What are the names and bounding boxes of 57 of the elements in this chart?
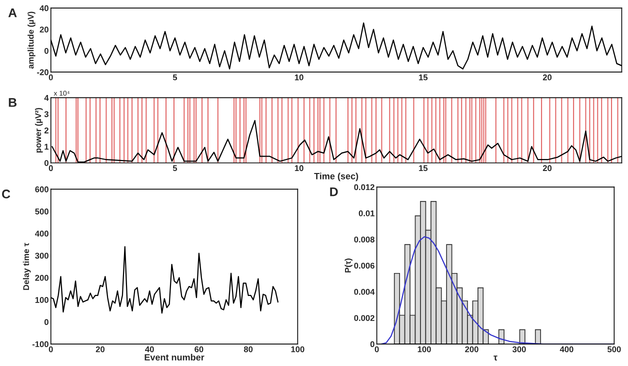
chart-title: B	[8, 98, 17, 107]
y-tick-label: 40	[40, 5, 48, 12]
y-tick-label: 0.006	[354, 262, 374, 269]
x-tick-label: 20	[542, 74, 552, 80]
y-tick-label: 0	[44, 48, 48, 54]
y-tick-label: 1	[44, 144, 49, 150]
x-tick-label: 0	[374, 346, 379, 352]
y-axis-title: P(τ)	[344, 258, 352, 272]
y-tick-label: 0.012	[354, 184, 374, 190]
y-tick-label: 0	[44, 160, 48, 166]
x-tick-label: 400	[560, 346, 574, 352]
x-tick-label: 10	[294, 74, 304, 80]
y-tick-label: 0.008	[354, 236, 374, 242]
x-tick-label: 0	[48, 165, 53, 172]
x-tick-label: 10	[294, 165, 304, 172]
x-tick-label: 100	[418, 346, 431, 352]
y-tick-label: 0	[44, 319, 48, 326]
y-tick-label: 400	[35, 230, 48, 237]
y-axis-title: Delay time τ	[22, 242, 31, 290]
y-tick-label: 0.002	[354, 315, 374, 321]
x-tick-label: 0	[48, 74, 53, 80]
x-tick-label: 20	[96, 346, 105, 352]
y-axis-title: amplitude (µV)	[28, 12, 36, 69]
y-tick-label: 200	[35, 274, 48, 281]
y-tick-label: 4	[44, 95, 49, 101]
y-tick-label: 0.004	[354, 288, 375, 295]
x-tick-label: 500	[607, 346, 621, 352]
y-tick-label: 100	[35, 297, 48, 303]
y-tick-label: 0.01	[358, 210, 374, 216]
x-tick-label: 5	[172, 74, 178, 80]
x-tick-label: 0	[48, 346, 53, 352]
y-tick-label: 300	[35, 252, 48, 259]
chart-title: A	[8, 8, 17, 18]
x-tick-label: 40	[145, 346, 154, 352]
y-tick-label: 600	[35, 186, 48, 192]
x-tick-label: 300	[512, 346, 526, 352]
x-tick-label: 100	[291, 346, 304, 352]
y-tick-label: 20	[40, 26, 48, 33]
y-tick-label: 0	[370, 341, 374, 348]
x-axis-title: Event number	[144, 354, 204, 361]
y-axis-title: power (µV²)	[34, 108, 43, 153]
x-axis-title: Time (sec)	[314, 172, 358, 182]
y-tick-label: 500	[35, 208, 48, 214]
x-tick-label: 80	[244, 346, 253, 352]
y-tick-label: -100	[32, 341, 48, 348]
y-tick-label: 2	[44, 127, 48, 134]
x-axis-title: τ	[494, 356, 498, 361]
chart-title: D	[330, 187, 338, 196]
x-tick-label: 15	[419, 74, 428, 80]
x-tick-label: 5	[172, 165, 178, 172]
chart-title: C	[2, 190, 10, 198]
y-tick-label: -20	[37, 69, 48, 76]
x-tick-label: 20	[542, 165, 552, 172]
y-tick-label: 3	[44, 111, 48, 118]
x-tick-label: 60	[194, 346, 204, 352]
x-tick-label: 15	[419, 165, 428, 172]
x-tick-label: 200	[465, 346, 478, 352]
